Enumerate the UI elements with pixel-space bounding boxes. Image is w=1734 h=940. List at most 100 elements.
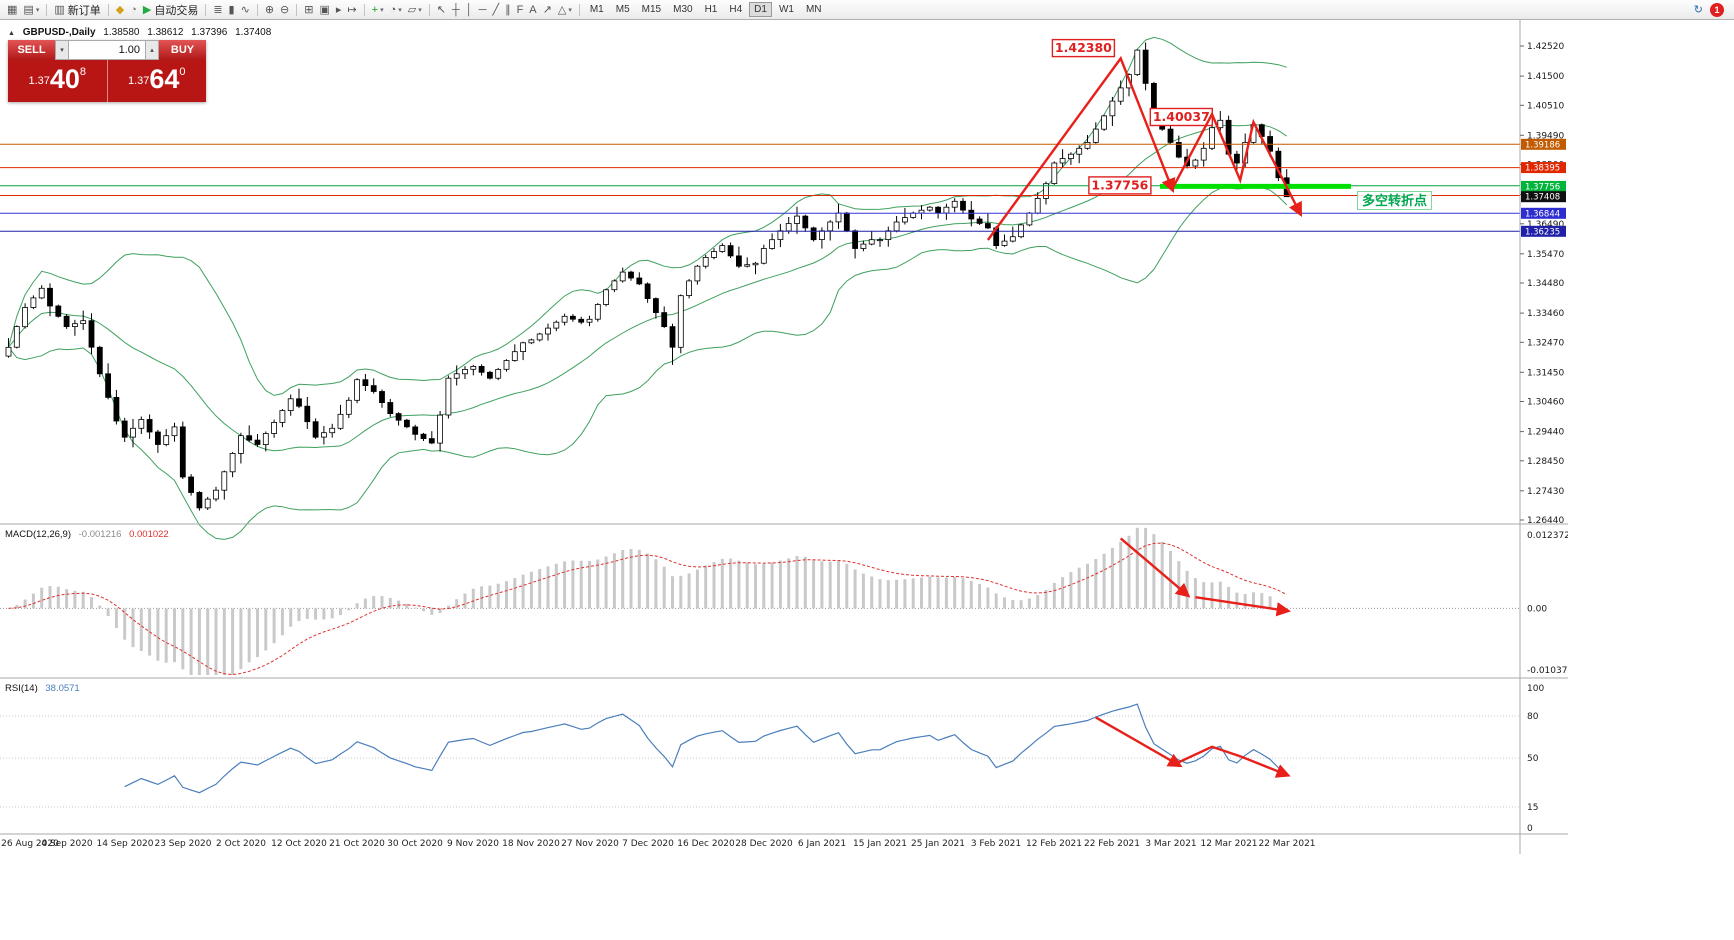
svg-text:14 Sep 2020: 14 Sep 2020 [96,839,153,849]
crosshair-icon: ┼ [451,3,460,16]
vertical-line-button[interactable]: │ [464,2,475,18]
periods-button[interactable]: ◔ ▾ [388,2,404,18]
trend-arrow[interactable] [1095,716,1183,768]
cursor-button[interactable]: ↖ [435,2,448,18]
horizontal-line-icon: ─ [478,3,487,16]
cursor-icon: ↖ [436,3,446,16]
trendline-button[interactable]: ╱ [490,2,501,18]
vertical-line-icon: │ [465,3,473,16]
profiles-button[interactable]: ▤ ▾ [21,2,41,18]
cascade-windows-icon: ▣ [319,3,330,16]
timeframe-h4-button[interactable]: H4 [729,4,743,15]
toolbar-separator [205,3,207,16]
svg-text:3 Feb 2021: 3 Feb 2021 [971,839,1021,849]
trend-arrow[interactable] [1119,537,1191,598]
new-order-button[interactable]: ▥ 新订单 [52,2,102,18]
chart-shift-button[interactable]: ↦ [345,2,358,18]
trend-arrow[interactable] [1178,745,1291,778]
chart-candles-button[interactable]: ▮ [227,2,237,18]
shapes-button[interactable]: △ ▾ [556,2,574,18]
trend-arrow[interactable] [1171,111,1302,217]
indicators-icon: + [371,3,379,16]
new-chart-button[interactable]: ▦ [5,2,19,18]
trend-arrow[interactable] [986,55,1176,241]
crosshair-button[interactable]: ┼ [450,2,462,18]
svg-text:3 Mar 2021: 3 Mar 2021 [1145,839,1196,849]
templates-caret-icon: ▾ [418,6,422,14]
svg-text:1.30460: 1.30460 [1527,398,1564,408]
volume-input[interactable]: 1.00 [69,40,145,60]
timeframe-d1-button[interactable]: D1 [749,2,772,17]
svg-text:1.38395: 1.38395 [1525,164,1560,174]
zoom-out-button[interactable]: ⊖ [278,2,291,18]
spin-up-icon: ▴ [150,47,154,54]
indicators-button[interactable]: + ▾ [370,2,386,18]
templates-button[interactable]: ▱ ▾ [406,2,424,18]
price-annotation-box[interactable] [1088,176,1152,195]
sell-price-display[interactable]: 1.37 40 8 [8,60,108,102]
horizontal-line-button[interactable]: ─ [477,2,489,18]
chart-bars-button[interactable]: ≣ [211,2,224,18]
timeframe-m1-button[interactable]: M1 [589,4,604,15]
strategy-tester-button[interactable]: ◔ [128,2,139,18]
gbpusd-daily-chart[interactable]: 1.425201.415001.405101.394901.385001.374… [0,20,1568,854]
timeframe-m5-button[interactable]: M5 [615,4,630,15]
cascade-windows-button[interactable]: ▣ [317,2,331,18]
zoom-in-button[interactable]: ⊕ [263,2,276,18]
svg-text:30 Oct 2020: 30 Oct 2020 [387,839,443,849]
chart-window[interactable]: 1.425201.415001.405101.394901.385001.374… [0,20,1568,854]
svg-text:1.39490: 1.39490 [1527,131,1564,141]
toolbar-right-icons: ↻ 1 [1691,2,1724,18]
notifications-button[interactable]: 1 [1710,2,1724,17]
buy-button[interactable]: BUY [159,40,206,60]
text-label-button[interactable]: A [527,2,538,18]
svg-text:1.42380: 1.42380 [1055,40,1112,55]
sell-button[interactable]: SELL [8,40,55,60]
arrow-tool-button[interactable]: ↗ [541,2,554,18]
svg-text:16 Dec 2020: 16 Dec 2020 [677,839,735,849]
chart-line-button[interactable]: ∿ [239,2,252,18]
toolbar-separator [296,3,298,16]
auto-scroll-button[interactable]: ▸ [334,2,344,18]
channel-icon: ∥ [505,3,511,16]
volume-increase-button[interactable]: ▴ [145,40,159,60]
auto-scroll-icon: ▸ [335,3,342,16]
candlestick-series [5,42,1290,511]
svg-text:100: 100 [1527,684,1544,694]
price-annotation-box[interactable] [1051,38,1116,58]
ohlc-high: 1.38612 [147,27,184,38]
metaeditor-button[interactable]: ◆ [114,2,126,18]
timeframe-w1-button[interactable]: W1 [778,4,794,15]
trend-arrow[interactable] [1195,596,1291,617]
rsi-value: 38.0571 [45,683,80,694]
refresh-icon: ↻ [1693,4,1703,16]
volume-decrease-button[interactable]: ▾ [55,40,69,60]
buy-price-display[interactable]: 1.37 64 0 [107,60,206,102]
timeframe-h1-button[interactable]: H1 [704,4,718,15]
channel-button[interactable]: ∥ [503,2,513,18]
strategy-tester-icon: ◔ [130,3,137,16]
periods-icon: ◔ [389,3,397,16]
zoom-in-icon: ⊕ [264,3,275,16]
turning-point-note[interactable]: 多空转折点 [1357,191,1433,210]
tile-windows-button[interactable]: ⊞ [302,2,315,18]
timeframe-m15-button[interactable]: M15 [641,4,662,15]
spin-down-icon: ▾ [60,47,64,54]
toolbar-separator [363,3,365,16]
collapse-panel-icon[interactable]: ▲ [8,30,15,37]
autotrading-label: 自动交易 [154,4,199,17]
timeframe-mn-button[interactable]: MN [805,4,822,15]
chart-line-icon: ∿ [240,3,250,16]
price-badge [1521,191,1566,203]
price-badge [1521,225,1566,237]
timeframe-m30-button[interactable]: M30 [673,4,693,15]
autotrading-button[interactable]: ▶ 自动交易 [141,2,200,18]
toolbar-separator [428,3,430,16]
svg-text:1.33460: 1.33460 [1527,309,1564,319]
svg-text:0.00: 0.00 [1527,604,1547,614]
svg-text:22 Feb 2021: 22 Feb 2021 [1084,839,1140,849]
fibonacci-button[interactable]: F [515,2,526,18]
refresh-button[interactable]: ↻ [1692,2,1705,18]
